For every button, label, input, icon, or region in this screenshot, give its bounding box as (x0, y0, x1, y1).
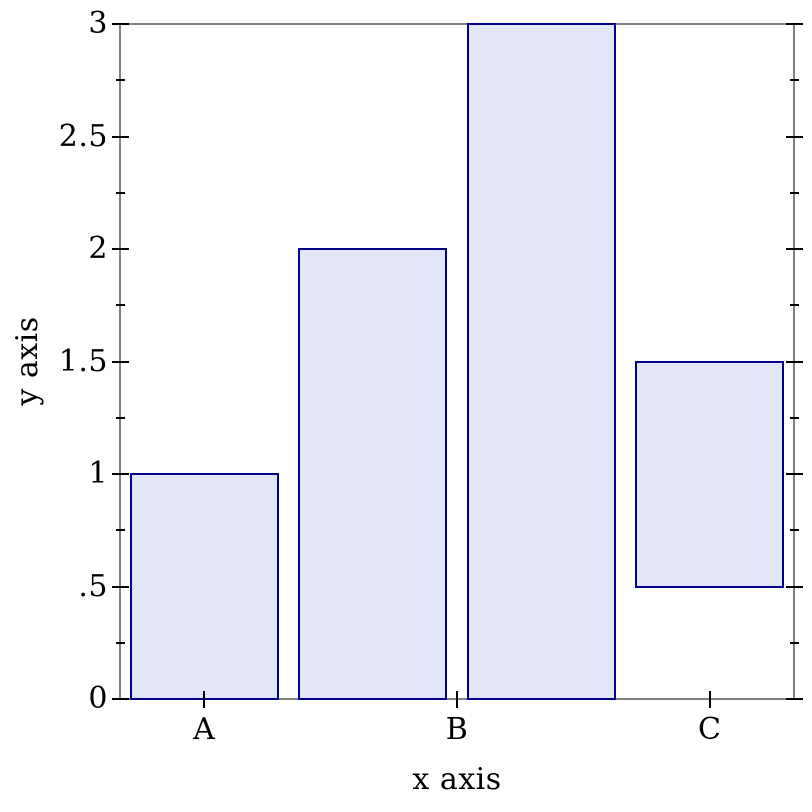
y-major-tick-left (112, 23, 129, 25)
y-major-tick-right (786, 248, 803, 250)
x-axis-title: x axis (412, 762, 502, 797)
y-major-tick-left (112, 360, 129, 363)
y-minor-tick-right (790, 641, 799, 644)
y-tick-label: 0 (88, 681, 108, 716)
y-minor-tick-left (116, 641, 125, 644)
y-minor-tick-left (116, 304, 125, 307)
y-major-tick-right (786, 360, 803, 363)
y-minor-tick-right (790, 79, 799, 82)
y-major-tick-left (112, 698, 129, 700)
y-minor-tick-left (116, 191, 125, 194)
y-tick-label: 2.5 (58, 118, 108, 154)
x-tick-label-A: A (193, 712, 216, 747)
y-major-tick-right (786, 23, 803, 25)
y-major-tick-right (786, 585, 803, 588)
y-tick-label: .5 (78, 568, 108, 604)
x-tick-A (203, 691, 206, 708)
y-minor-tick-right (790, 416, 799, 419)
y-tick-label: 1.5 (58, 343, 108, 379)
x-tick-label-B: B (445, 712, 469, 747)
y-major-tick-left (112, 585, 129, 588)
bar-B (298, 248, 448, 700)
y-major-tick-left (112, 248, 129, 250)
x-tick-C (708, 691, 711, 708)
y-major-tick-left (112, 135, 129, 138)
y-tick-label: 1 (88, 456, 108, 491)
y-major-tick-right (786, 698, 803, 700)
y-minor-tick-left (116, 529, 125, 532)
y-minor-tick-left (116, 416, 125, 419)
y-major-tick-right (786, 473, 803, 475)
y-minor-tick-left (116, 79, 125, 82)
y-axis-title: y axis (10, 316, 45, 406)
x-tick-B (456, 691, 458, 708)
y-minor-tick-right (790, 529, 799, 532)
y-tick-label: 3 (88, 6, 108, 41)
y-minor-tick-right (790, 191, 799, 194)
bar-A (129, 473, 279, 700)
y-major-tick-left (112, 473, 129, 475)
bar-C (635, 360, 785, 588)
bar-B (466, 23, 616, 700)
y-minor-tick-right (790, 304, 799, 307)
y-major-tick-right (786, 135, 803, 138)
x-tick-label-C: C (698, 712, 722, 747)
y-tick-label: 2 (88, 231, 108, 266)
